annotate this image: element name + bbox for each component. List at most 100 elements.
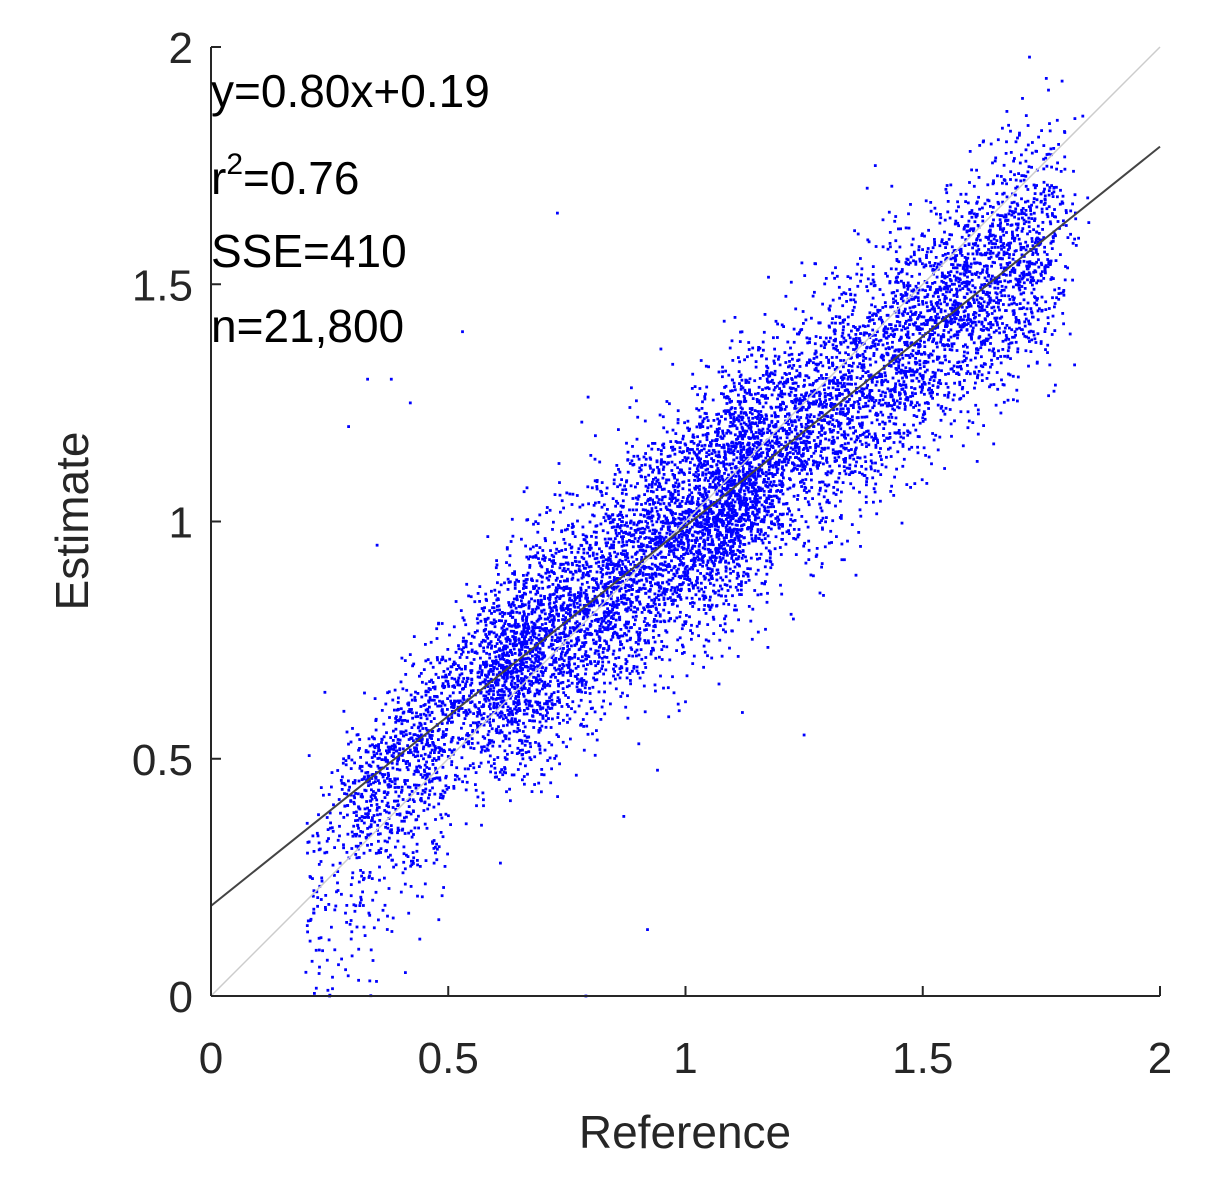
scatter-point: [1026, 143, 1030, 147]
scatter-point: [558, 639, 561, 643]
scatter-point: [736, 571, 740, 575]
scatter-point: [388, 779, 392, 783]
scatter-point: [1009, 279, 1012, 283]
scatter-point: [551, 717, 554, 721]
scatter-point: [536, 691, 539, 695]
scatter-point: [728, 412, 732, 415]
scatter-point: [857, 341, 861, 344]
scatter-point: [862, 363, 866, 367]
scatter-point: [495, 608, 499, 612]
scatter-point: [931, 396, 934, 400]
scatter-point: [756, 494, 759, 497]
scatter-point: [781, 382, 785, 386]
scatter-point: [866, 370, 870, 373]
scatter-point: [1043, 267, 1047, 271]
scatter-point: [413, 783, 416, 787]
scatter-point: [638, 627, 642, 630]
scatter-point: [526, 699, 530, 703]
scatter-point: [581, 533, 585, 537]
scatter-point: [1057, 143, 1060, 146]
scatter-point: [956, 313, 959, 317]
scatter-point: [748, 447, 752, 451]
scatter-point: [840, 542, 844, 546]
scatter-point: [822, 495, 826, 499]
scatter-point: [716, 568, 720, 572]
scatter-point: [827, 358, 830, 362]
scatter-point: [963, 379, 966, 382]
scatter-point: [956, 322, 960, 326]
scatter-point: [956, 263, 960, 267]
scatter-point: [673, 535, 677, 539]
scatter-point: [528, 555, 532, 559]
scatter-point: [630, 593, 634, 596]
scatter-point: [548, 699, 551, 703]
scatter-point: [505, 546, 509, 549]
scatter-point: [756, 528, 760, 531]
scatter-point: [1014, 140, 1018, 144]
scatter-point: [597, 635, 601, 639]
scatter-point: [982, 264, 986, 268]
scatter-point: [551, 565, 554, 568]
scatter-point: [468, 710, 472, 714]
scatter-point: [967, 219, 971, 223]
scatter-point: [785, 457, 788, 461]
scatter-point: [897, 311, 901, 315]
scatter-point: [986, 183, 990, 187]
scatter-point: [910, 386, 913, 389]
scatter-point: [654, 606, 658, 610]
scatter-point: [997, 202, 1001, 206]
scatter-point: [696, 393, 699, 397]
scatter-point: [564, 694, 567, 697]
scatter-point: [903, 373, 907, 377]
scatter-point: [560, 549, 564, 552]
scatter-point: [676, 418, 680, 421]
scatter-point: [637, 470, 641, 473]
scatter-point: [938, 221, 942, 225]
scatter-point: [584, 667, 588, 671]
scatter-point: [582, 645, 586, 648]
scatter-point: [509, 682, 513, 685]
scatter-point: [553, 541, 556, 545]
scatter-point: [554, 660, 558, 664]
scatter-point: [479, 619, 483, 623]
scatter-point: [828, 420, 832, 424]
scatter-point: [429, 640, 433, 644]
scatter-point: [961, 444, 965, 448]
scatter-point: [654, 582, 657, 586]
scatter-point: [796, 385, 800, 388]
scatter-point: [668, 529, 672, 533]
scatter-point: [720, 544, 723, 548]
scatter-point: [654, 482, 657, 486]
scatter-point: [581, 641, 584, 645]
scatter-point: [776, 520, 780, 523]
scatter-point: [902, 383, 905, 387]
scatter-point: [496, 683, 500, 686]
scatter-point: [441, 765, 445, 769]
scatter-point: [353, 802, 356, 806]
scatter-point: [1008, 326, 1011, 330]
scatter-point: [418, 729, 422, 733]
scatter-point: [1045, 253, 1049, 256]
scatter-point: [871, 377, 874, 380]
scatter-point: [506, 577, 510, 581]
scatter-point: [729, 389, 732, 393]
scatter-point: [821, 364, 825, 368]
scatter-point: [659, 347, 663, 351]
scatter-point: [875, 376, 879, 379]
scatter-point: [833, 376, 837, 380]
scatter-point: [1008, 273, 1012, 277]
scatter-point: [493, 766, 497, 770]
scatter-point: [866, 429, 870, 433]
scatter-point: [599, 522, 603, 526]
scatter-point: [593, 753, 597, 757]
scatter-point: [415, 768, 419, 772]
scatter-point: [394, 715, 398, 719]
scatter-point: [812, 400, 815, 404]
scatter-point: [661, 468, 665, 471]
scatter-point: [520, 739, 524, 743]
scatter-point: [950, 288, 953, 292]
scatter-point: [705, 438, 709, 442]
scatter-point: [818, 480, 821, 484]
scatter-point: [691, 631, 694, 635]
scatter-point: [755, 446, 759, 450]
